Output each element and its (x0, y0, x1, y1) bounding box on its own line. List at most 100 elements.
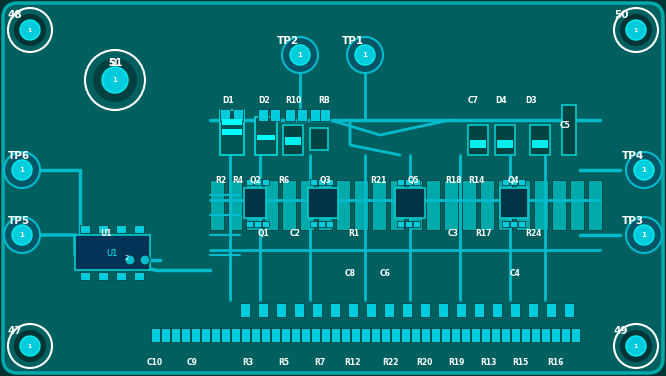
Bar (282, 180, 296, 230)
Bar (330, 328, 340, 342)
Bar (134, 225, 144, 233)
Bar (254, 179, 260, 185)
Bar (134, 272, 144, 280)
Bar (408, 180, 422, 230)
Text: 1: 1 (28, 344, 32, 349)
Bar (270, 328, 280, 342)
Text: TP2: TP2 (277, 36, 299, 46)
Text: C3: C3 (448, 229, 459, 238)
Text: C4: C4 (510, 269, 521, 278)
Bar (290, 328, 300, 342)
Bar (384, 303, 394, 317)
Bar (297, 109, 307, 121)
Text: D2: D2 (258, 96, 270, 105)
Bar (444, 180, 458, 230)
Bar (326, 179, 332, 185)
Bar (320, 328, 330, 342)
Bar (318, 221, 324, 227)
Bar (510, 303, 520, 317)
Circle shape (626, 217, 662, 253)
Bar (285, 109, 295, 121)
Circle shape (634, 225, 654, 245)
Bar (320, 109, 330, 121)
Circle shape (620, 14, 652, 46)
Bar (552, 180, 566, 230)
Bar (462, 180, 476, 230)
Bar (561, 328, 569, 342)
Bar (318, 180, 332, 230)
Text: R3: R3 (242, 358, 254, 367)
Bar (438, 303, 448, 317)
Bar (480, 328, 490, 342)
Bar (294, 303, 304, 317)
Bar (500, 188, 528, 218)
Bar (264, 180, 278, 230)
Bar (257, 135, 275, 140)
Text: 1: 1 (641, 167, 647, 173)
Text: 49: 49 (614, 326, 629, 336)
Bar (300, 180, 314, 230)
Bar (420, 303, 430, 317)
Text: C8: C8 (345, 269, 356, 278)
Bar (546, 303, 556, 317)
Text: R5: R5 (278, 358, 290, 367)
Bar (330, 303, 340, 317)
Text: 1: 1 (634, 27, 638, 32)
Text: 47: 47 (8, 326, 23, 336)
Text: TP5: TP5 (8, 216, 30, 226)
Text: 1: 1 (19, 167, 25, 173)
Bar (400, 328, 410, 342)
Bar (258, 109, 268, 121)
Text: R6: R6 (278, 176, 289, 185)
Bar (390, 180, 404, 230)
Bar (410, 328, 420, 342)
Text: R13: R13 (480, 358, 496, 367)
Text: R15: R15 (512, 358, 528, 367)
Bar (240, 328, 250, 342)
Bar (509, 221, 517, 227)
Text: R2: R2 (215, 176, 226, 185)
Text: Q5: Q5 (408, 176, 420, 185)
Bar (258, 303, 268, 317)
Text: TP6: TP6 (8, 151, 30, 161)
Bar (360, 328, 370, 342)
Text: Q2: Q2 (250, 176, 262, 185)
Bar (255, 117, 277, 155)
Bar (348, 303, 358, 317)
Bar (402, 303, 412, 317)
Bar (412, 179, 420, 185)
Bar (80, 272, 90, 280)
Text: C10: C10 (147, 358, 163, 367)
Circle shape (93, 58, 137, 102)
Bar (354, 180, 368, 230)
Bar (412, 221, 420, 227)
Bar (501, 179, 509, 185)
Bar (220, 328, 230, 342)
Bar (420, 328, 430, 342)
Text: Q3: Q3 (320, 176, 332, 185)
FancyBboxPatch shape (3, 3, 663, 373)
Text: 51: 51 (108, 59, 119, 68)
Bar (528, 303, 538, 317)
Text: U1: U1 (100, 229, 111, 238)
Bar (372, 180, 386, 230)
Bar (336, 180, 350, 230)
Bar (497, 140, 513, 148)
Bar (474, 303, 484, 317)
Bar (396, 221, 404, 227)
Bar (190, 328, 200, 342)
Text: 2: 2 (125, 255, 129, 261)
Text: Q4: Q4 (508, 176, 519, 185)
Text: U1: U1 (107, 249, 118, 258)
Text: 1: 1 (28, 27, 32, 32)
Bar (350, 328, 360, 342)
Bar (541, 328, 549, 342)
Circle shape (282, 37, 318, 73)
Text: 1: 1 (19, 232, 25, 238)
Circle shape (12, 160, 32, 180)
Text: R17: R17 (475, 229, 492, 238)
Bar (250, 328, 260, 342)
Text: 1: 1 (634, 344, 638, 349)
Bar (75, 235, 150, 270)
Bar (220, 109, 230, 121)
